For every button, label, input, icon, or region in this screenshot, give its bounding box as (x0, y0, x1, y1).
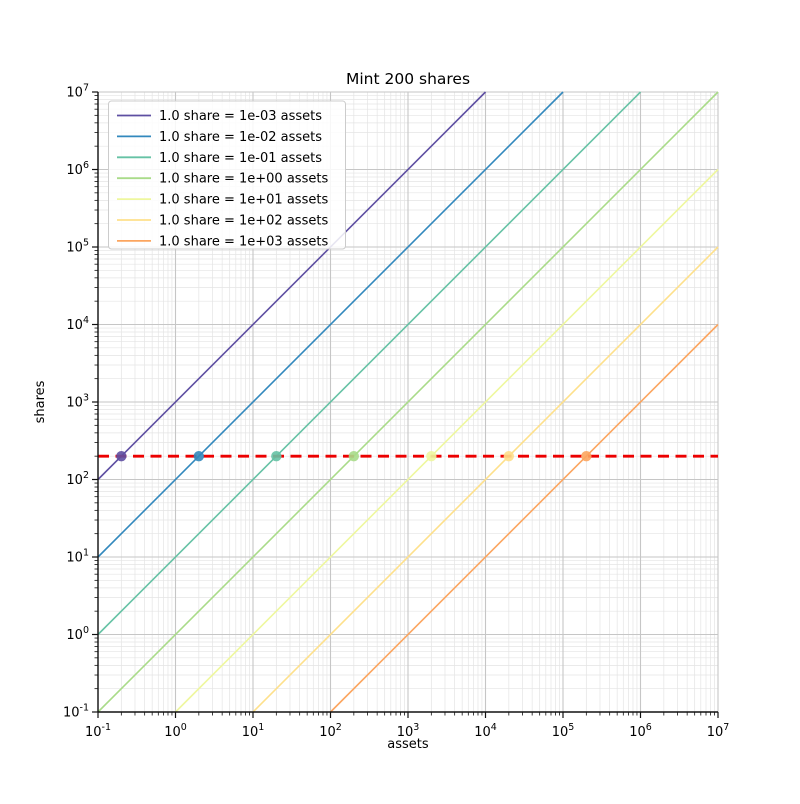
y-tick-label-1e-1: 10-1 (63, 703, 89, 721)
legend-label-0: 1.0 share = 1e-03 assets (159, 109, 322, 124)
y-tick-label-1e7: 107 (66, 83, 89, 101)
legend-label-4: 1.0 share = 1e+01 assets (159, 193, 328, 208)
x-tick-label-1e7: 107 (707, 722, 730, 740)
x-tick-label-1e-1: 10-1 (85, 722, 111, 740)
x-axis-label: assets (387, 737, 429, 752)
intersection-dot-3 (348, 450, 360, 462)
y-tick-label-1e5: 105 (66, 238, 89, 256)
series-line-2 (97, 91, 642, 636)
legend: 1.0 share = 1e-03 assets 1.0 share = 1e-0… (108, 100, 346, 250)
intersection-dot-1 (193, 450, 205, 462)
legend-item-4: 1.0 share = 1e+01 assets (117, 193, 328, 208)
y-tick-label-1e3: 103 (66, 393, 89, 411)
intersection-dot-6 (581, 450, 592, 462)
series-lines (97, 91, 719, 713)
intersection-dot-4 (426, 450, 437, 462)
legend-item-0: 1.0 share = 1e-03 assets (117, 109, 322, 124)
x-tick-label-1e3: 103 (397, 722, 420, 740)
series-line-1 (97, 91, 564, 558)
legend-label-1: 1.0 share = 1e-02 assets (159, 130, 322, 145)
series-line-6 (329, 323, 719, 713)
y-tick-label-1e6: 106 (66, 160, 89, 178)
legend-item-2: 1.0 share = 1e-01 assets (117, 151, 322, 166)
legend-item-3: 1.0 share = 1e+00 assets (117, 172, 328, 187)
x-tick-label-1e6: 106 (629, 722, 652, 740)
axes-and-ticks: 10-1 100 101 102 103 104 105 106 107 10-1 100 101 10… (63, 83, 729, 741)
series-line-3 (97, 91, 719, 713)
series-line-4 (174, 168, 719, 713)
x-tick-label-1e0: 100 (164, 722, 187, 740)
intersection-dot-0 (116, 450, 127, 462)
legend-label-6: 1.0 share = 1e+03 assets (159, 234, 328, 249)
x-tick-label-1e4: 104 (474, 722, 497, 740)
x-tick-label-1e5: 105 (552, 722, 575, 740)
y-tick-label-1e0: 100 (66, 625, 89, 643)
legend-label-5: 1.0 share = 1e+02 assets (159, 214, 328, 229)
intersection-dot-2 (271, 450, 282, 462)
series-line-5 (252, 246, 719, 713)
x-tick-label-1e2: 102 (319, 722, 342, 740)
legend-item-5: 1.0 share = 1e+02 assets (117, 214, 328, 229)
chart-title: Mint 200 shares (346, 70, 470, 88)
legend-box (108, 100, 346, 250)
y-tick-label-1e4: 104 (66, 315, 89, 333)
y-tick-label-1e2: 102 (66, 470, 89, 488)
intersection-dots (116, 450, 592, 462)
legend-label-3: 1.0 share = 1e+00 assets (159, 172, 328, 187)
x-tick-label-1e1: 101 (242, 722, 265, 740)
series-line-0 (97, 91, 487, 481)
legend-item-1: 1.0 share = 1e-02 assets (117, 130, 322, 145)
legend-label-2: 1.0 share = 1e-01 assets (159, 151, 322, 166)
y-tick-label-1e1: 101 (66, 548, 89, 566)
intersection-dot-5 (503, 450, 515, 462)
y-axis-label: shares (33, 380, 48, 423)
legend-item-6: 1.0 share = 1e+03 assets (117, 234, 328, 249)
